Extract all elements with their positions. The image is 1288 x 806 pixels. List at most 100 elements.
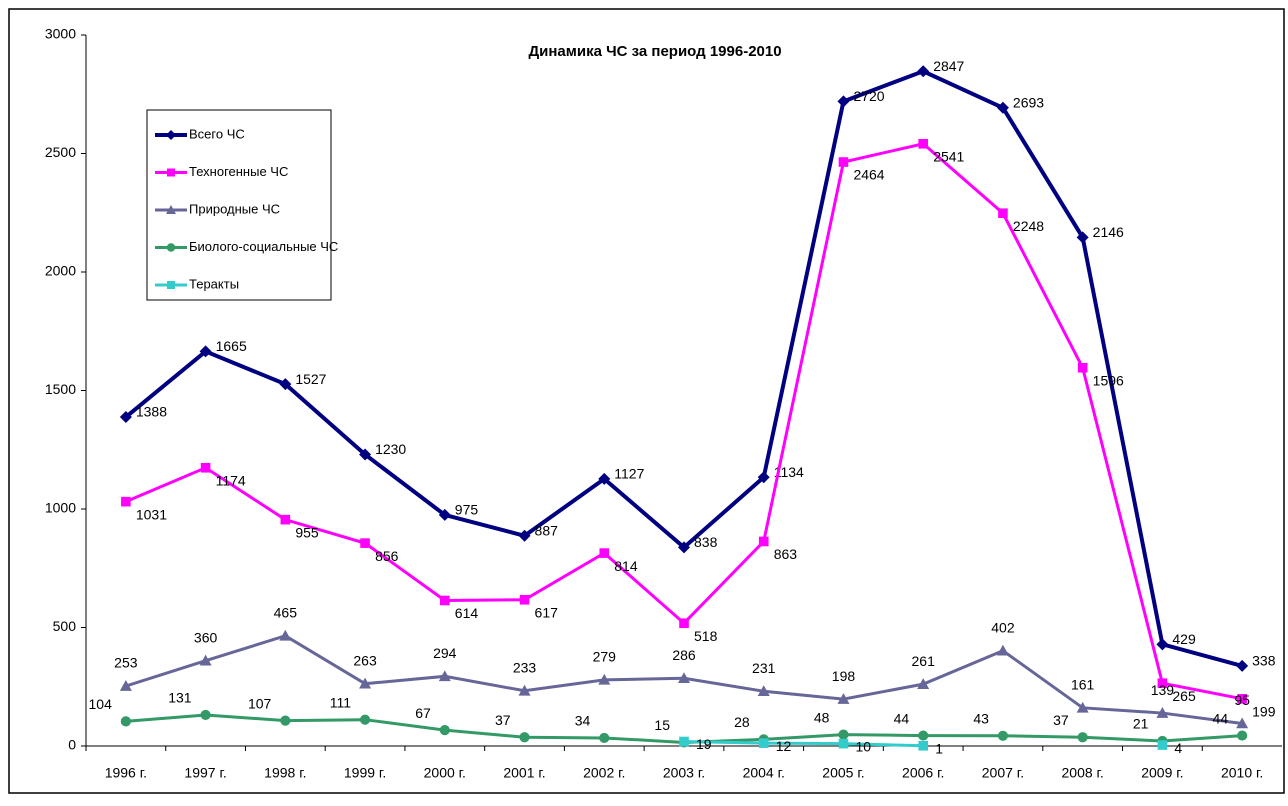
data-label: 2146 [1093,224,1124,240]
data-point [996,101,1009,114]
data-label: 1134 [774,464,804,480]
data-label: 1127 [614,466,644,482]
data-label: 199 [1252,704,1276,720]
data-point [1236,717,1249,729]
data-point [279,629,292,641]
legend-label: Биолого-социальные ЧС [189,239,338,254]
data-point [758,536,769,547]
data-label: 253 [114,655,138,671]
data-label: 814 [614,558,638,574]
data-label: 104 [89,696,113,712]
x-tick-label: 2001 г. [503,765,545,781]
x-tick-label: 2009 г. [1141,765,1183,781]
legend-marker [166,243,176,252]
data-point [678,672,690,684]
data-point [121,496,131,507]
legend-label: Всего ЧС [189,126,245,141]
x-tick-label: 1999 г. [344,765,386,781]
data-label: 402 [991,619,1015,635]
x-tick-label: 2010 г. [1221,765,1263,781]
data-point [838,738,849,749]
data-label: 1174 [216,472,246,488]
data-point [838,729,849,740]
data-label: 1031 [136,506,167,522]
data-point [837,95,850,108]
data-point [1077,362,1088,373]
data-label: 231 [752,660,776,676]
data-point [998,208,1008,219]
data-point [1077,732,1088,743]
data-label: 2541 [933,148,964,164]
data-label: 856 [375,548,399,564]
y-tick-label: 0 [68,737,76,753]
legend-marker [166,130,176,140]
data-point [1076,231,1089,244]
data-point [438,670,451,682]
data-point [918,138,928,149]
data-label: 198 [832,668,856,684]
data-point [438,508,451,521]
x-tick-label: 1997 г. [184,765,226,781]
data-label: 2464 [853,167,884,183]
data-point [359,448,372,461]
legend-marker [166,205,176,214]
data-label: 139 [1151,682,1175,698]
data-label: 4 [1174,740,1182,756]
data-label: 15 [654,717,670,733]
data-point [120,716,131,727]
data-label: 37 [1053,712,1069,728]
data-point [917,65,930,78]
x-tick-label: 2007 г. [982,765,1024,781]
data-label: 265 [1172,688,1196,704]
data-label: 19 [696,736,712,752]
x-tick-label: 2005 г. [822,765,864,781]
data-point [1236,659,1249,672]
data-label: 48 [814,709,830,725]
data-point [757,471,770,484]
data-point [519,594,530,605]
data-label: 465 [274,604,298,620]
x-tick-label: 2004 г. [743,765,785,781]
data-point [119,411,132,424]
data-label: 1596 [1093,372,1124,388]
data-point [119,680,132,691]
x-tick-label: 2008 г. [1062,765,1104,781]
data-point [1076,701,1089,713]
data-point [518,684,531,696]
data-point [678,541,690,554]
data-point [838,157,849,167]
data-label: 279 [593,649,617,665]
data-point [440,595,450,606]
data-point [199,345,212,358]
data-point [918,730,929,741]
data-label: 1388 [136,404,167,420]
data-point [599,548,610,558]
data-label: 1665 [216,338,247,354]
data-label: 429 [1172,631,1196,647]
data-label: 107 [248,695,272,711]
data-point [837,693,850,704]
data-point [199,654,212,666]
data-label: 614 [455,605,479,621]
data-label: 1527 [295,371,326,387]
data-label: 28 [734,714,750,730]
data-label: 111 [330,694,351,710]
data-label: 2720 [853,88,884,104]
data-point [598,472,611,485]
data-label: 95 [1234,692,1250,708]
x-tick-label: 2003 г. [663,765,705,781]
y-tick-label: 1000 [45,500,76,516]
data-point [1237,694,1247,704]
data-label: 10 [855,738,871,754]
data-label: 1230 [375,441,406,457]
data-label: 263 [353,652,377,668]
data-point [359,714,371,725]
data-point [598,673,611,685]
x-tick-label: 2000 г. [424,765,466,781]
data-point [518,529,531,542]
data-label: 2693 [1013,94,1044,110]
x-tick-label: 2002 г. [583,765,625,781]
data-label: 2248 [1013,218,1044,234]
data-point [758,738,769,748]
y-tick-label: 1500 [45,381,76,397]
